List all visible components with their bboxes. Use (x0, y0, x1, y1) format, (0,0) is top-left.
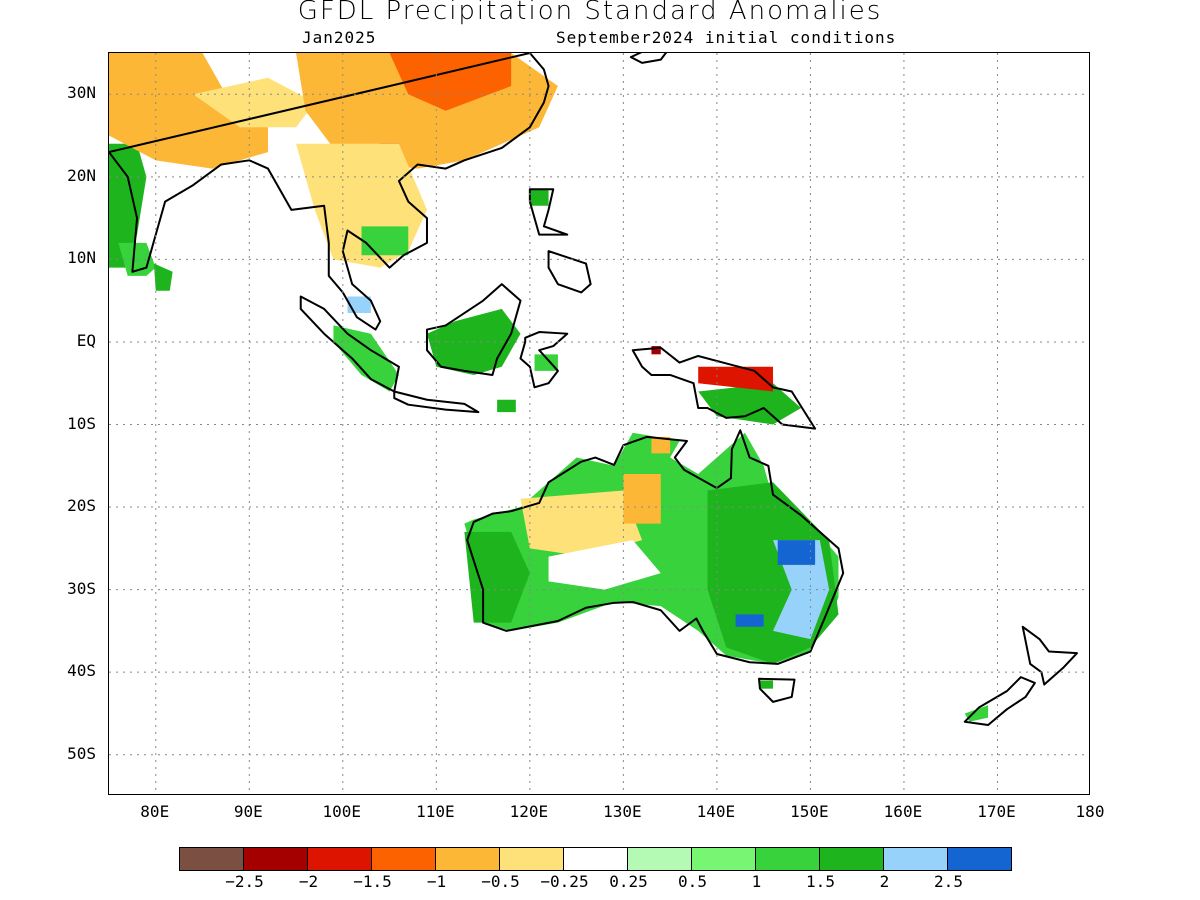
coastline-11 (963, 676, 1036, 727)
colorbar-swatch-8 (692, 848, 756, 870)
colorbar-tick-label: 0.5 (678, 872, 707, 891)
colorbar-swatch-0 (180, 848, 244, 870)
map-panel (108, 52, 1090, 795)
colorbar-tick-label: 2.5 (934, 872, 963, 891)
colorbar-swatch-9 (756, 848, 820, 870)
colorbar-tick-label: 2 (879, 872, 890, 891)
anomaly-region-13 (333, 325, 399, 392)
lat-tick-label: 30S (67, 578, 96, 598)
anomaly-region-26 (651, 436, 671, 454)
colorbar-swatch-10 (820, 848, 884, 870)
anomaly-region-8 (389, 53, 512, 111)
anomaly-region-17 (534, 354, 558, 371)
lat-tick-label: 50S (67, 743, 96, 763)
colorbar-swatch-6 (564, 848, 628, 870)
lat-tick-label: 20S (67, 496, 96, 516)
anomaly-region-2 (153, 263, 173, 291)
anomaly-region-16 (497, 399, 516, 413)
lon-tick-label: 130E (603, 802, 642, 821)
colorbar-tick-label: 1.5 (806, 872, 835, 891)
anomaly-region-14 (347, 296, 371, 314)
coastline-6 (547, 250, 592, 294)
colorbar-tick-label: 1 (751, 872, 762, 891)
anomaly-region-19 (698, 366, 774, 392)
map-canvas (109, 53, 1089, 794)
colorbar-swatch-11 (884, 848, 948, 870)
coastline-0 (109, 53, 550, 331)
coastline-7 (631, 346, 817, 430)
lat-tick-label: 30N (67, 83, 96, 103)
colorbar-tick-label: −2.5 (225, 872, 264, 891)
lat-tick-label: 10N (67, 248, 96, 268)
colorbar-swatch-4 (436, 848, 500, 870)
lon-tick-label: 180 (1075, 802, 1105, 821)
lat-tick-label: 40S (67, 661, 96, 681)
colorbar-swatch-3 (372, 848, 436, 870)
anomaly-region-22 (464, 531, 530, 623)
anomaly-region-0 (109, 143, 147, 268)
anomaly-region-32 (964, 705, 989, 722)
lat-tick-label: EQ (76, 330, 96, 350)
coastline-4 (519, 331, 569, 389)
coastline-2 (393, 390, 480, 414)
lon-tick-label: 100E (322, 802, 362, 821)
map-title: GFDL Precipitation Standard Anomalies (297, 0, 883, 26)
lon-tick-label: 170E (977, 802, 1016, 821)
lon-tick-label: 120E (509, 802, 549, 821)
lon-tick-label: 160E (883, 802, 923, 821)
lat-tick-label: 10S (67, 413, 96, 433)
coastline-3 (425, 283, 522, 376)
colorbar-swatch-2 (308, 848, 372, 870)
coastline-8 (466, 429, 845, 665)
lon-tick-label: 150E (790, 802, 829, 821)
coastline-12 (629, 53, 668, 64)
anomaly-region-11 (361, 226, 409, 256)
colorbar-tick-label: −1 (426, 872, 447, 891)
colorbar (179, 847, 1012, 871)
colorbar-swatch-1 (244, 848, 308, 870)
colorbar-swatch-5 (500, 848, 564, 870)
target-month-label: Jan2025 (302, 28, 377, 47)
anomaly-region-27 (548, 540, 661, 590)
anomaly-region-31 (758, 680, 774, 689)
colorbar-tick-label: −2 (298, 872, 319, 891)
colorbar-tick-label: −0.5 (481, 872, 520, 891)
anomaly-region-4 (193, 77, 315, 128)
colorbar-tick-label: 0.25 (609, 872, 648, 891)
coastline-5 (528, 188, 569, 236)
anomaly-region-18 (698, 383, 802, 425)
anomaly-region-3 (109, 53, 268, 169)
colorbar-tick-label: −0.25 (540, 872, 589, 891)
anomaly-region-30 (735, 614, 764, 627)
lon-tick-label: 90E (233, 802, 263, 821)
anomaly-region-25 (623, 474, 661, 524)
coastline-9 (757, 677, 796, 703)
anomaly-region-12 (529, 189, 549, 206)
colorbar-swatch-12 (948, 848, 1011, 870)
anomaly-region-29 (777, 540, 816, 565)
colorbar-tick-label: −1.5 (353, 872, 392, 891)
colorbar-swatch-7 (628, 848, 692, 870)
lon-tick-label: 80E (140, 802, 170, 821)
lat-tick-label: 20N (67, 165, 96, 185)
initial-conditions-label: September2024 initial conditions (556, 28, 897, 47)
lon-tick-label: 110E (416, 802, 455, 821)
lon-tick-label: 140E (696, 802, 736, 821)
coastline-10 (1021, 625, 1078, 686)
